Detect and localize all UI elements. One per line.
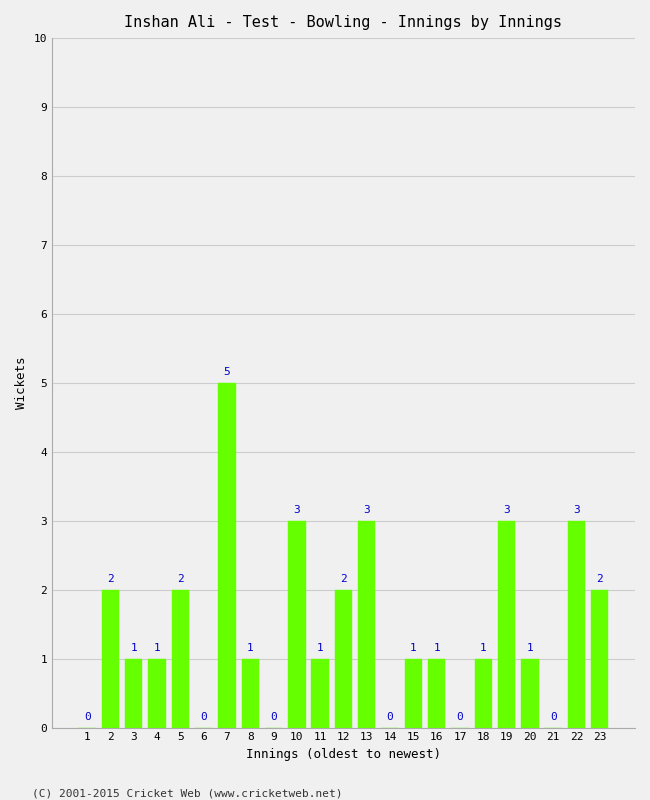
Text: 2: 2 <box>597 574 603 584</box>
Text: 0: 0 <box>200 712 207 722</box>
Text: 1: 1 <box>317 643 324 653</box>
Bar <box>311 658 329 727</box>
Bar <box>172 590 189 727</box>
Text: 1: 1 <box>434 643 440 653</box>
Bar <box>148 658 166 727</box>
Bar <box>404 658 422 727</box>
Bar <box>521 658 539 727</box>
Bar <box>335 590 352 727</box>
Text: 1: 1 <box>480 643 487 653</box>
Text: 5: 5 <box>224 367 230 378</box>
Bar <box>498 521 515 727</box>
Text: 0: 0 <box>387 712 393 722</box>
Text: 0: 0 <box>456 712 463 722</box>
Text: 2: 2 <box>107 574 114 584</box>
Text: 0: 0 <box>270 712 277 722</box>
Bar <box>242 658 259 727</box>
Text: 1: 1 <box>153 643 161 653</box>
Text: 1: 1 <box>526 643 533 653</box>
X-axis label: Innings (oldest to newest): Innings (oldest to newest) <box>246 748 441 761</box>
Text: 1: 1 <box>247 643 254 653</box>
Text: 3: 3 <box>363 506 370 515</box>
Text: 0: 0 <box>84 712 90 722</box>
Bar <box>101 590 119 727</box>
Text: 3: 3 <box>294 506 300 515</box>
Text: (C) 2001-2015 Cricket Web (www.cricketweb.net): (C) 2001-2015 Cricket Web (www.cricketwe… <box>32 788 343 798</box>
Text: 3: 3 <box>503 506 510 515</box>
Text: 1: 1 <box>131 643 137 653</box>
Bar <box>591 590 608 727</box>
Text: 3: 3 <box>573 506 580 515</box>
Bar <box>567 521 585 727</box>
Text: 1: 1 <box>410 643 417 653</box>
Text: 0: 0 <box>550 712 556 722</box>
Bar <box>474 658 492 727</box>
Bar <box>218 383 236 727</box>
Title: Inshan Ali - Test - Bowling - Innings by Innings: Inshan Ali - Test - Bowling - Innings by… <box>124 15 562 30</box>
Text: 2: 2 <box>177 574 184 584</box>
Bar <box>125 658 142 727</box>
Bar <box>358 521 376 727</box>
Bar <box>428 658 445 727</box>
Bar <box>288 521 305 727</box>
Text: 2: 2 <box>340 574 347 584</box>
Y-axis label: Wickets: Wickets <box>15 357 28 409</box>
